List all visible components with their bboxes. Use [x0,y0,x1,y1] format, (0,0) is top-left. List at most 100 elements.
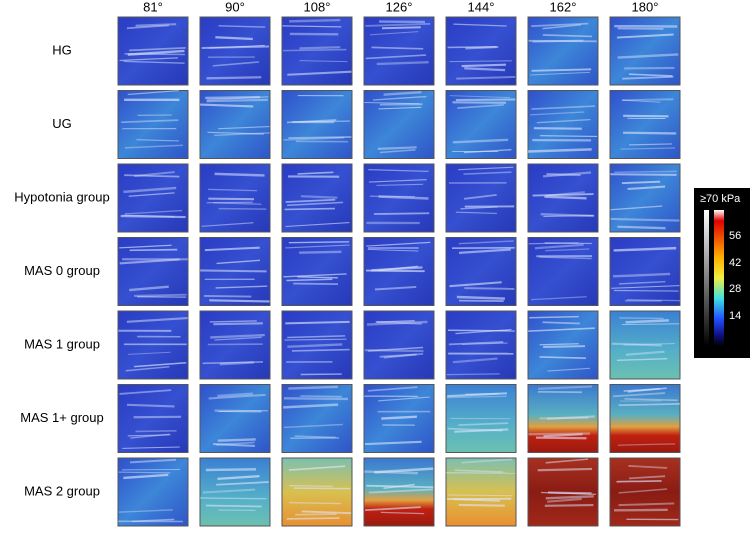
colorbar-tick: 42 [729,257,741,269]
image-cell [610,164,680,232]
cell-image [446,164,516,232]
fiber-streak [538,469,592,470]
column-header: 144° [468,0,495,14]
colorbar-tick: 28 [729,283,741,295]
fiber-streak [364,472,418,474]
fiber-streak [447,374,500,375]
fiber-streak [464,288,514,289]
column-header: 81° [143,0,163,14]
image-cell [610,311,680,379]
image-cell [446,385,516,453]
image-cell [528,17,598,85]
fiber-streak [623,116,668,117]
image-cell [200,385,270,453]
fiber-streak [459,505,505,506]
fiber-streak [299,252,341,253]
fiber-streak [134,295,187,296]
fiber-streak [540,136,597,137]
fiber-streak [207,202,253,203]
fiber-streak [539,418,588,419]
image-cell [446,238,516,306]
image-cell [200,17,270,85]
row-label: UG [52,116,72,131]
fiber-streak [453,102,506,103]
fiber-streak [614,510,668,511]
fiber-streak [457,297,505,299]
fiber-streak [366,271,425,272]
image-cell [446,17,516,85]
fiber-streak [299,47,340,48]
fiber-streak [545,505,594,506]
fiber-streak [365,350,424,351]
fiber-streak [287,518,340,519]
image-grid [118,17,680,526]
fiber-streak [543,346,585,347]
image-cell [118,311,188,379]
image-cell [200,164,270,232]
colorbar-gray [704,210,709,346]
image-cell [364,164,434,232]
fiber-streak [616,481,661,482]
image-cell [610,385,680,453]
cell-image [446,17,516,85]
row-label: MAS 0 group [24,263,100,278]
fiber-streak [209,300,269,301]
image-cell [364,238,434,306]
image-cell [282,91,352,159]
image-cell [118,238,188,306]
row-label: MAS 1 group [24,336,100,351]
fiber-streak [289,503,340,504]
fiber-streak [448,47,497,48]
fiber-streak [200,498,266,499]
colorbar-tick: 14 [729,310,741,322]
colorbar-tick: 56 [729,230,741,242]
fiber-streak [544,197,586,199]
fiber-streak [534,128,582,129]
fiber-streak [462,65,506,66]
image-cell [364,91,434,159]
image-cell [282,164,352,232]
image-cell [118,385,188,453]
fiber-streak [289,242,349,243]
image-cell [282,311,352,379]
column-header: 180° [632,0,659,14]
cell-image [118,458,188,526]
colorbar: ≥70 kPa 56 42 28 14 [694,188,750,358]
fiber-streak [206,469,256,470]
image-cell [118,458,188,526]
fiber-streak [536,438,587,439]
fiber-streak [285,209,335,210]
fiber-streak [543,322,580,323]
image-cell [282,385,352,453]
fiber-streak [295,514,336,515]
image-cell [528,458,598,526]
cell-image [282,385,352,453]
image-cell [610,17,680,85]
fiber-streak [200,270,266,271]
fiber-streak [456,99,516,100]
fiber-streak [529,243,579,244]
fiber-streak [614,171,677,172]
image-cell [282,238,352,306]
image-cell [200,311,270,379]
cell-image [282,91,352,159]
fiber-streak [614,290,679,291]
fiber-streak [533,41,584,42]
fiber-streak [529,434,590,435]
image-cell [364,385,434,453]
image-cell [610,238,680,306]
fiber-streak [119,472,171,473]
fiber-streak [283,50,346,51]
row-label: MAS 1+ group [20,410,103,425]
image-cell [118,17,188,85]
image-cell [528,164,598,232]
colorbar-scale [714,210,724,346]
image-cell [282,458,352,526]
cell-image [446,458,516,526]
image-cell [118,164,188,232]
fiber-streak [293,284,338,285]
image-cell [364,458,434,526]
fiber-streak [301,196,337,198]
image-cell [200,91,270,159]
fiber-streak [378,147,417,149]
